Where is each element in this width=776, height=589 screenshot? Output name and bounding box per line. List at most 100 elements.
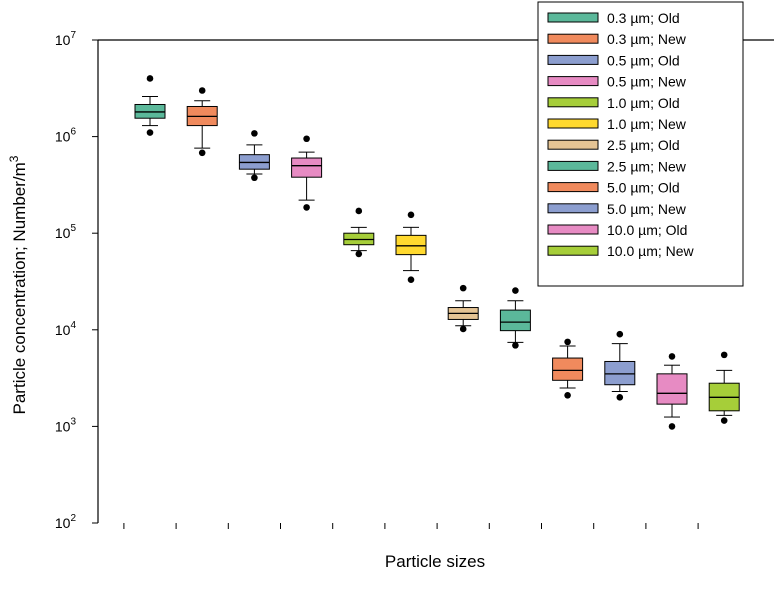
legend-label: 0.5 µm; Old xyxy=(607,52,680,68)
y-tick-base: 10 xyxy=(55,129,71,145)
legend-swatch xyxy=(547,54,599,65)
box-iqr xyxy=(604,360,636,386)
box-1 xyxy=(134,75,166,136)
y-tick-label: 107 xyxy=(55,30,77,48)
box-6 xyxy=(395,211,427,284)
outlier-point xyxy=(355,250,363,258)
outlier-point xyxy=(668,353,676,360)
box-4 xyxy=(291,135,323,211)
box-iqr xyxy=(395,234,427,256)
box-iqr xyxy=(291,157,323,178)
outlier-point xyxy=(198,149,206,157)
y-tick-exponent: 7 xyxy=(70,30,76,41)
legend-label: 0.5 µm; New xyxy=(607,74,687,90)
outlier-point xyxy=(668,423,676,430)
box-7 xyxy=(447,284,479,333)
y-tick-label: 105 xyxy=(55,223,77,241)
legend-swatch xyxy=(547,118,599,129)
legend-swatch xyxy=(547,203,599,214)
legend-label: 0.3 µm; New xyxy=(607,31,687,47)
box-iqr xyxy=(656,373,688,405)
x-axis xyxy=(123,523,699,529)
legend-label: 2.5 µm; Old xyxy=(607,137,680,153)
y-tick-base: 10 xyxy=(55,515,71,531)
y-tick-label: 103 xyxy=(55,416,77,434)
legend-item: 0.5 µm; Old xyxy=(547,52,680,68)
legend-label: 5.0 µm; New xyxy=(607,201,687,217)
y-tick-exponent: 4 xyxy=(70,320,76,331)
box-5 xyxy=(343,207,375,258)
box-iqr xyxy=(499,309,531,332)
legend-label: 10.0 µm; Old xyxy=(607,222,687,238)
box-iqr xyxy=(552,357,584,381)
outlier-point xyxy=(251,174,258,182)
outlier-point xyxy=(616,330,624,338)
legend-item: 2.5 µm; Old xyxy=(547,137,680,153)
outlier-point xyxy=(407,211,415,219)
box-8 xyxy=(499,287,531,349)
legend-label: 1.0 µm; Old xyxy=(607,95,680,111)
outlier-point xyxy=(146,129,154,136)
outlier-point xyxy=(616,394,624,401)
legend-swatch xyxy=(547,245,599,256)
legend-swatch xyxy=(547,33,599,44)
box-12 xyxy=(708,351,740,424)
legend-item: 0.3 µm; Old xyxy=(547,10,680,26)
box-11 xyxy=(656,353,688,430)
outlier-point xyxy=(303,135,310,143)
x-axis-title: Particle sizes xyxy=(385,552,485,571)
y-tick-label: 104 xyxy=(55,320,77,338)
legend-swatch xyxy=(547,76,599,87)
legend-item: 5.0 µm; New xyxy=(547,201,687,217)
legend-item: 10.0 µm; New xyxy=(547,243,695,259)
box-series xyxy=(134,75,740,430)
legend-item: 0.5 µm; New xyxy=(547,74,687,90)
legend-item: 1.0 µm; New xyxy=(547,116,687,132)
y-tick-base: 10 xyxy=(55,32,71,48)
box-3 xyxy=(238,130,270,182)
legend-swatch xyxy=(547,97,599,108)
legend-label: 0.3 µm; Old xyxy=(607,10,680,26)
outlier-point xyxy=(512,342,519,349)
legend-label: 1.0 µm; New xyxy=(607,116,687,132)
legend-label: 10.0 µm; New xyxy=(607,243,695,259)
legend-label: 5.0 µm; Old xyxy=(607,180,680,196)
legend-swatch xyxy=(547,139,599,150)
legend-item: 2.5 µm; New xyxy=(547,158,687,174)
y-tick-label: 102 xyxy=(55,513,77,531)
outlier-point xyxy=(564,391,571,399)
outlier-point xyxy=(146,75,154,82)
outlier-point xyxy=(512,287,519,294)
legend-item: 1.0 µm; Old xyxy=(547,95,680,111)
box-9 xyxy=(552,338,584,399)
legend-item: 5.0 µm; Old xyxy=(547,180,680,196)
outlier-point xyxy=(459,325,467,333)
y-tick-base: 10 xyxy=(55,418,71,434)
y-tick-base: 10 xyxy=(55,225,71,241)
legend-swatch xyxy=(547,160,599,171)
y-tick-exponent: 5 xyxy=(70,223,76,234)
y-axis-title-text: Particle concentration; Number/m xyxy=(10,162,29,414)
y-axis-title-superscript: 3 xyxy=(7,155,21,162)
legend-item: 10.0 µm; Old xyxy=(547,222,687,238)
outlier-point xyxy=(251,130,258,137)
y-tick-exponent: 3 xyxy=(70,416,76,427)
legend-swatch xyxy=(547,224,599,235)
y-tick-exponent: 6 xyxy=(70,127,76,138)
legend: 0.3 µm; Old 0.3 µm; New 0.5 µm; Old 0.5 µm;… xyxy=(537,1,744,287)
outlier-point xyxy=(198,87,206,94)
box-10 xyxy=(604,330,636,401)
outlier-point xyxy=(303,204,310,211)
y-tick-exponent: 2 xyxy=(70,513,76,524)
legend-item: 0.3 µm; New xyxy=(547,31,687,47)
legend-label: 2.5 µm; New xyxy=(607,158,687,174)
y-tick-base: 10 xyxy=(55,322,71,338)
legend-swatch xyxy=(547,12,599,23)
box-2 xyxy=(186,87,218,157)
outlier-point xyxy=(564,338,571,346)
y-axis-title: Particle concentration; Number/m3 xyxy=(7,155,29,414)
outlier-point xyxy=(459,284,467,292)
outlier-point xyxy=(720,417,728,424)
outlier-point xyxy=(355,207,363,215)
